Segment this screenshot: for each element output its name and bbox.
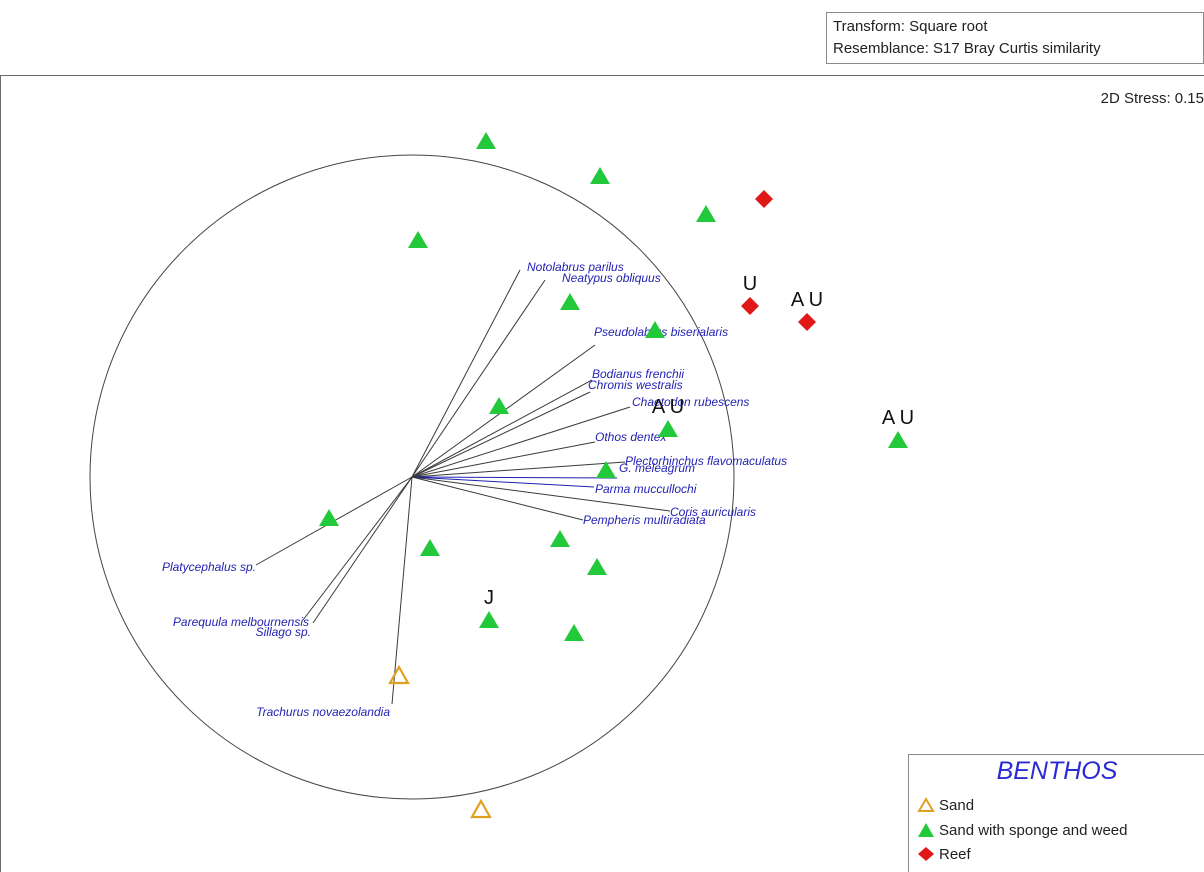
legend-title: BENTHOS <box>996 757 1118 785</box>
sponge-weed-point <box>590 167 610 184</box>
sponge-weed-point <box>476 132 496 149</box>
legend: BENTHOS Sand Sand with sponge and weed R… <box>908 754 1204 872</box>
species-vector <box>411 476 595 488</box>
resemblance-info-box: Transform: Square root Resemblance: S17 … <box>826 12 1204 64</box>
sponge-weed-point <box>596 461 616 478</box>
sponge-weed-point <box>564 624 584 641</box>
sand-point <box>388 664 410 685</box>
sponge-weed-point <box>645 321 665 338</box>
species-vector <box>411 476 618 479</box>
open-triangle-icon <box>917 797 935 812</box>
point-label: A U <box>882 407 914 429</box>
species-vector-label: Pempheris multiradiata <box>583 513 706 527</box>
point-label: U <box>743 273 757 295</box>
sponge-weed-point <box>550 530 570 547</box>
reef-point <box>755 190 773 208</box>
species-vector <box>312 476 413 624</box>
legend-label-reef: Reef <box>939 845 971 863</box>
legend-label-sand: Sand <box>939 796 975 814</box>
sand-point <box>470 798 492 819</box>
species-vector-label: Parequula melbournensis <box>173 615 309 629</box>
species-vector <box>411 406 631 478</box>
species-vector-label: Parma muccullochi <box>595 482 697 496</box>
species-vector-label: Coris auricularis <box>670 505 756 519</box>
sponge-weed-point <box>479 611 499 628</box>
filled-triangle-icon <box>918 823 934 837</box>
legend-item-reef: Reef <box>917 843 971 865</box>
sponge-weed-point <box>560 293 580 310</box>
species-vector <box>302 476 413 621</box>
sponge-weed-point <box>408 231 428 248</box>
species-vector <box>411 461 626 478</box>
species-vector <box>391 476 413 705</box>
plot-frame <box>0 75 1204 872</box>
species-vector <box>411 476 671 512</box>
species-vector-label: Othos dentex <box>595 430 667 444</box>
sponge-weed-point <box>420 539 440 556</box>
species-vector <box>411 279 546 478</box>
species-vector-label: Bodianus frenchii <box>592 367 684 381</box>
reef-point <box>741 297 759 315</box>
sponge-weed-point <box>888 431 908 448</box>
species-vector <box>411 391 591 478</box>
species-vector-label: Chromis westralis <box>588 378 683 392</box>
species-vector <box>411 441 596 478</box>
species-vector <box>411 379 593 478</box>
sponge-weed-point <box>319 509 339 526</box>
species-vector <box>411 269 521 478</box>
species-vector <box>411 476 584 521</box>
species-vector-label: Trachurus novaezolandia <box>256 705 390 719</box>
species-vector-label: Platycephalus sp. <box>162 560 256 574</box>
point-label: J <box>484 587 494 609</box>
species-vector-label: G. meleagrum <box>619 461 695 475</box>
diamond-icon <box>918 847 934 861</box>
legend-item-sand-with-sponge-and-weed: Sand with sponge and weed <box>917 819 1127 841</box>
point-label: A U <box>652 396 684 418</box>
species-vector-label: Notolabrus parilus <box>527 260 624 274</box>
sponge-weed-point <box>696 205 716 222</box>
sponge-weed-point <box>489 397 509 414</box>
correlation-circle <box>89 154 735 800</box>
resemblance-label: Resemblance: S17 Bray Curtis similarity <box>833 40 1101 57</box>
sponge-weed-point <box>587 558 607 575</box>
transform-label: Transform: Square root <box>833 18 988 35</box>
species-vector-label: Neatypus obliquus <box>562 271 661 285</box>
sponge-weed-point <box>658 420 678 437</box>
legend-label-sand-with-sponge: Sand with sponge and weed <box>939 821 1128 839</box>
species-vector-label: Plectorhinchus flavomaculatus <box>625 454 787 468</box>
point-label: A U <box>791 289 823 311</box>
stress-label: 2D Stress: 0.15 <box>1100 90 1204 107</box>
legend-item-sand: Sand <box>917 794 974 816</box>
reef-point <box>798 313 816 331</box>
species-vector-label: Sillago sp. <box>256 625 311 639</box>
species-vector-label: Chaetodon rubescens <box>632 395 749 409</box>
